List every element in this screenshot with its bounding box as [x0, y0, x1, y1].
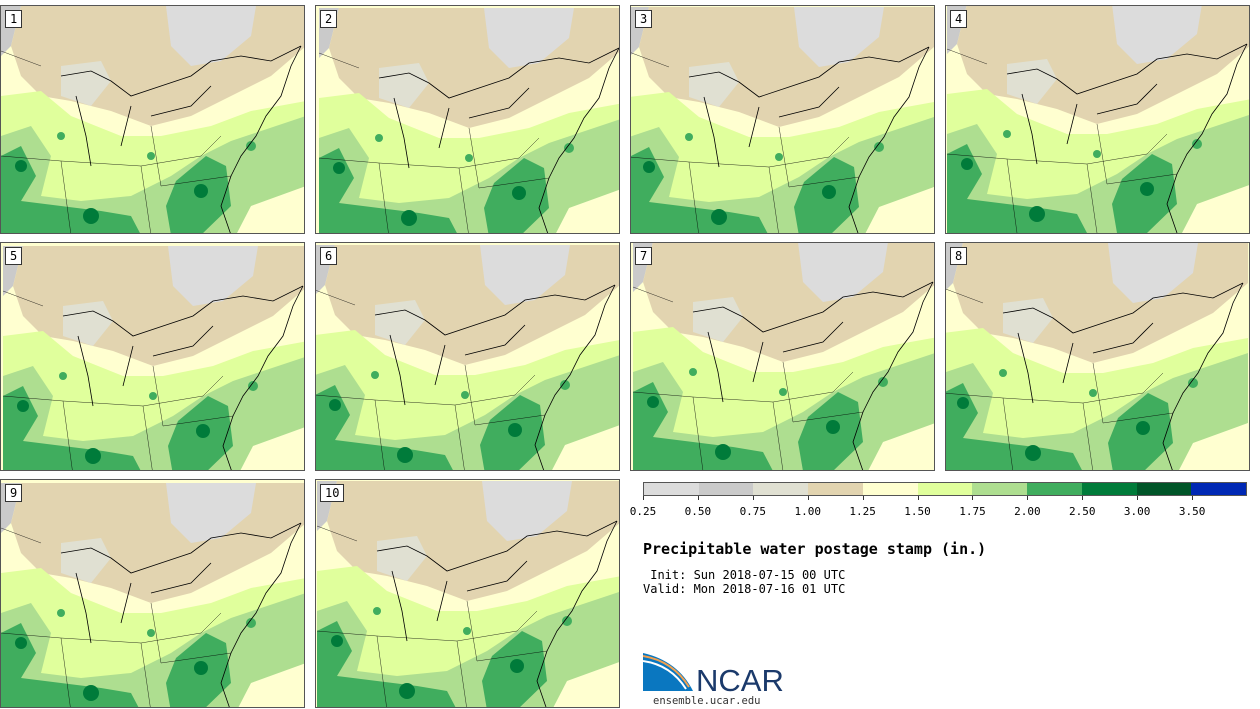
map-6 [316, 244, 619, 470]
site-url[interactable]: ensemble.ucar.edu [653, 695, 761, 707]
tick-label: 3.50 [1178, 505, 1206, 518]
member-number: 7 [635, 247, 653, 265]
member-number: 1 [5, 10, 23, 28]
map-4 [946, 6, 1249, 233]
member-panel-4: 4 [945, 5, 1250, 234]
ncar-logo: NCAR [643, 653, 784, 695]
tick-label: 2.00 [1014, 505, 1041, 518]
map-7 [632, 243, 934, 470]
tick-mark [643, 496, 644, 500]
tick-mark [972, 496, 974, 500]
tick-label: 1.50 [904, 505, 931, 518]
map-9 [1, 482, 304, 707]
colorbar-bin-7 [1027, 483, 1082, 495]
member-number: 5 [5, 247, 23, 265]
colorbar-bin-8 [1081, 483, 1137, 495]
member-panel-6: 6 [315, 242, 620, 471]
tick-label: 0.50 [684, 505, 712, 518]
colorbar-bin-2 [753, 483, 809, 495]
logo-text: NCAR [696, 663, 784, 695]
tick-label: 1.25 [849, 505, 876, 518]
colorbar-bin-9 [1136, 483, 1192, 495]
map-8 [946, 243, 1249, 470]
member-panel-8: 8 [945, 242, 1250, 471]
tick-mark [917, 496, 919, 500]
member-panel-9: 9 [0, 479, 305, 708]
colorbar-bin-5 [917, 483, 973, 495]
chart-title: Precipitable water postage stamp (in.) [643, 540, 987, 558]
member-panel-5: 5 [0, 242, 305, 471]
init-time: Init: Sun 2018-07-15 00 UTC [643, 568, 846, 582]
tick-mark [807, 496, 809, 500]
colorbar-bin-10 [1191, 483, 1247, 495]
tick-mark [1192, 496, 1194, 500]
tick-mark [1027, 496, 1029, 500]
map-2 [318, 7, 619, 233]
tick-mark [1137, 496, 1139, 500]
member-number: 4 [950, 10, 968, 28]
tick-mark [752, 496, 754, 500]
member-number: 6 [320, 247, 338, 265]
member-panel-1: 1 [0, 5, 305, 234]
member-number: 9 [5, 484, 23, 502]
tick-label: 2.50 [1069, 505, 1096, 518]
member-number: 10 [320, 484, 345, 502]
colorbar-bin-0 [644, 483, 699, 495]
member-panel-7: 7 [630, 242, 935, 471]
map-3 [631, 6, 934, 233]
member-panel-10: 10 [315, 479, 620, 708]
colorbar-bin-1 [698, 483, 754, 495]
tick-label: 1.75 [959, 505, 986, 518]
member-number: 8 [950, 247, 968, 265]
map-1 [1, 6, 304, 233]
tick-mark [862, 496, 864, 500]
member-number: 2 [320, 10, 338, 28]
tick-label: 1.00 [794, 505, 821, 518]
member-panel-2: 2 [315, 5, 620, 234]
tick-label: 3.00 [1123, 505, 1151, 518]
colorbar [643, 482, 1247, 496]
member-panel-3: 3 [630, 5, 935, 234]
tick-mark [1082, 496, 1084, 500]
map-5 [2, 245, 304, 470]
map-10 [316, 480, 619, 707]
valid-time: Valid: Mon 2018-07-16 01 UTC [643, 582, 846, 596]
colorbar-bin-3 [808, 483, 863, 495]
tick-label: 0.75 [739, 505, 767, 518]
member-number: 3 [635, 10, 653, 28]
colorbar-bin-6 [972, 483, 1028, 495]
run-times: Init: Sun 2018-07-15 00 UTC Valid: Mon 20… [643, 568, 845, 596]
tick-mark [697, 496, 699, 500]
colorbar-bin-4 [862, 483, 918, 495]
tick-label: 0.25 [629, 505, 657, 518]
